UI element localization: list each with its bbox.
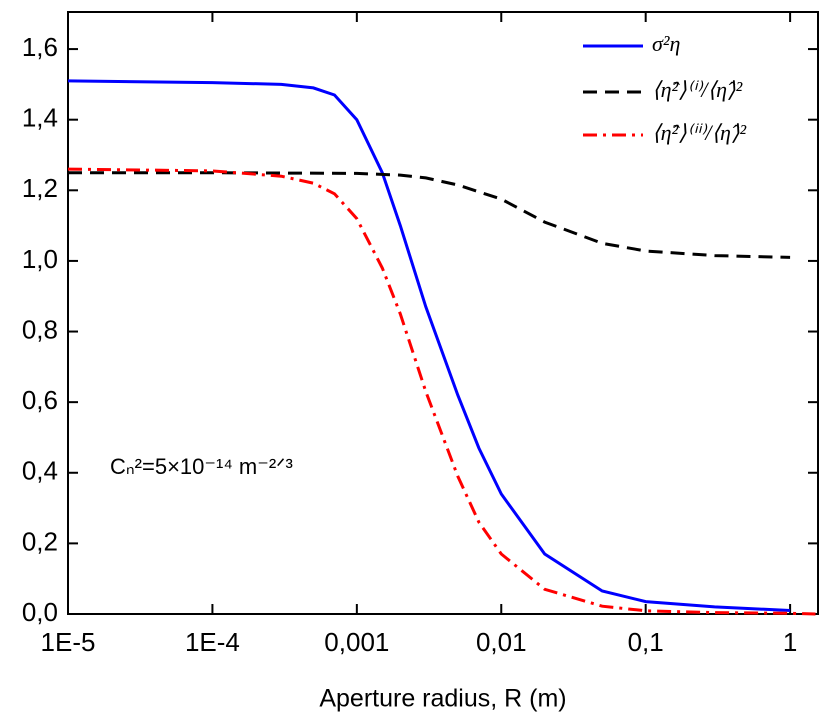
x-tick-label: 0,001: [324, 627, 389, 657]
x-tick-label: 0,1: [628, 627, 664, 657]
series-line: [68, 171, 791, 259]
y-tick-label: 0,2: [22, 526, 58, 556]
plot-frame: [67, 11, 819, 615]
x-axis-label: Aperture radius, R (m): [319, 685, 566, 713]
legend-label: ⟨η̂²⟩⁽ⁱ⁾/⟨η̂⟩²: [652, 77, 743, 102]
legend-label: ⟨η̂²⟩⁽ⁱⁱ⁾/⟨η̂⟩²: [652, 120, 747, 145]
y-tick-label: 1,4: [22, 103, 58, 133]
y-tick-label: 1,6: [22, 32, 58, 62]
y-tick-label: 1,0: [22, 244, 58, 274]
legend-label: σ²η: [652, 31, 680, 56]
x-tick-label: 1: [783, 627, 797, 657]
x-tick-label: 1E-5: [41, 627, 96, 657]
y-tick-label: 0,8: [22, 314, 58, 344]
series-line: [67, 167, 816, 616]
y-tick-label: 0,4: [22, 456, 58, 486]
y-tick-label: 1,2: [22, 173, 58, 203]
y-tick-label: 0,6: [22, 385, 58, 415]
x-tick-label: 1E-4: [185, 627, 240, 657]
series-line: [67, 79, 791, 612]
x-tick-label: 0,01: [476, 627, 527, 657]
y-tick-label: 0,0: [22, 597, 58, 627]
annotation: Cₙ²=5×10⁻¹⁴ m⁻²ᐟ³: [110, 454, 293, 479]
